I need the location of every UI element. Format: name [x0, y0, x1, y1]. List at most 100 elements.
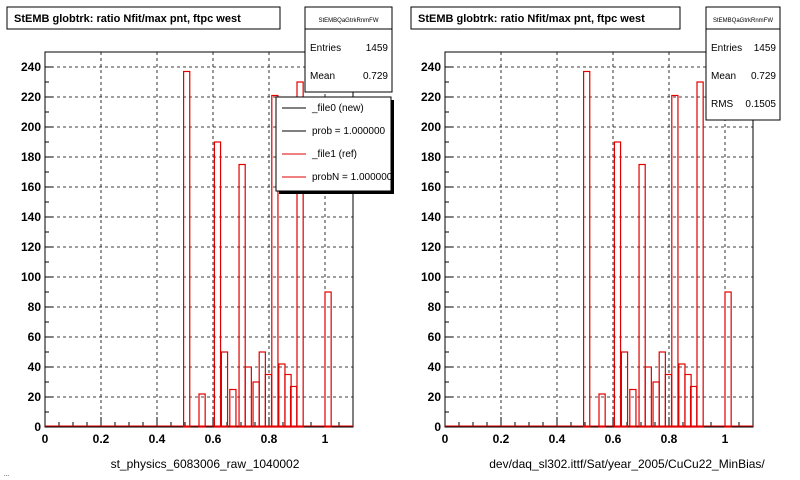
x-grid: [44, 52, 354, 427]
x-tick-label: 0.6: [205, 432, 222, 446]
y-grid: [45, 66, 353, 428]
histogram-bar: [671, 94, 679, 428]
x-tick-label: 1: [722, 432, 729, 446]
histogram-bar: [252, 381, 260, 428]
y-tick-label: 180: [21, 150, 41, 164]
y-tick-label: 60: [428, 330, 442, 344]
y-tick-label: 120: [21, 240, 41, 254]
histogram-bar: [244, 366, 252, 428]
y-tick-label: 100: [21, 270, 41, 284]
y-tick-label: 220: [421, 90, 441, 104]
histogram-panel-1: 0 20 40 60 80 100 120 140 160 180 200 220 240 0 0.2 0.4…: [6, 6, 394, 471]
y-tick-label: 40: [28, 360, 42, 374]
y-tick-label: 20: [28, 390, 42, 404]
legend: _file0 (new) prob = 1.000000 _file1 (ref) p…: [275, 96, 394, 194]
histogram-bar: [658, 351, 666, 428]
y-tick-label: 60: [28, 330, 42, 344]
histogram-bar: [258, 351, 266, 428]
legend-frame: [275, 96, 392, 192]
stats-value: 1459: [366, 43, 389, 54]
x-tick-label: 0.4: [149, 432, 166, 446]
y-tick-label: 140: [421, 210, 441, 224]
x-tick-label: 0.6: [605, 432, 622, 446]
histogram-bar: [213, 141, 222, 428]
histogram-bar: [183, 70, 191, 428]
x-tick-label: 0.4: [549, 432, 566, 446]
histogram-bar: [724, 291, 732, 428]
title-box: [6, 6, 281, 30]
y-tick-label: 100: [421, 270, 441, 284]
legend-entries: _file0 (new) prob = 1.000000 _file1 (ref) p…: [282, 103, 393, 183]
y-tick-label: 240: [421, 60, 441, 74]
stats-label: Entries: [310, 43, 341, 54]
histogram-bar: [638, 163, 646, 428]
histogram-bar: [220, 351, 229, 428]
y-tick-label: 0: [434, 420, 441, 434]
legend-label: _file0 (new): [311, 103, 364, 114]
histogram-bar: [264, 373, 273, 428]
histogram-panel-2: 0 20 40 60 80 100 120 140 160 180 200 220 240 0 0.2 0.4…: [410, 6, 781, 471]
histogram-bar: [271, 94, 279, 428]
x-tick-label: 0.8: [661, 432, 678, 446]
y-tick-label: 0: [34, 420, 41, 434]
stats-name: StEMBQaGtrkRnmFW: [318, 18, 378, 24]
y-tick-label: 160: [421, 180, 441, 194]
histogram-bar: [664, 373, 673, 428]
histogram-bar: [620, 351, 629, 428]
histogram-bar: [644, 366, 652, 428]
y-tick-label: 120: [421, 240, 441, 254]
y-tick-label: 80: [28, 300, 42, 314]
stats-box: StEMBQaGtrkRnmFW Entries 1459 Mean 0.729: [304, 6, 393, 93]
stats-value: 0.729: [363, 71, 388, 82]
y-tick-label: 200: [21, 120, 41, 134]
histogram-bar: [324, 291, 332, 428]
histogram-bar: [582, 70, 591, 428]
histogram-bar: [613, 141, 622, 428]
y-tick-label: 40: [428, 360, 442, 374]
stats-label: Mean: [711, 71, 736, 82]
plot-title: StEMB globtrk: ratio Nfit/max pnt, ftpc …: [418, 13, 645, 25]
y-tick-label: 180: [421, 150, 441, 164]
x-tick-label: 1: [322, 432, 329, 446]
x-axis-label: st_physics_6083006_raw_1040002: [111, 457, 300, 471]
y-tick-label: 160: [21, 180, 41, 194]
title-box: [410, 6, 681, 30]
stats-label: Mean: [310, 71, 335, 82]
legend-label: _file1 (ref): [311, 149, 357, 160]
stats-box: StEMBQaGtrkRnmFW Entries 1459 Mean 0.729 RMS 0…: [705, 6, 781, 121]
stats-value: 1459: [754, 43, 777, 54]
histogram-bar: [198, 393, 206, 428]
stats-label: RMS: [711, 99, 734, 110]
histogram-bars: [45, 70, 353, 428]
histogram-bar: [696, 81, 704, 428]
plot-title: StEMB globtrk: ratio Nfit/max pnt, ftpc …: [14, 13, 241, 25]
x-tick-label: 0: [442, 432, 449, 446]
x-axis-label: dev/daq_sl302.ittf/Sat/year_2005/CuCu22_…: [489, 457, 765, 471]
footer-text: ...: [4, 472, 9, 478]
histogram-bar: [238, 163, 246, 428]
y-tick-label: 20: [428, 390, 442, 404]
y-tick-label: 220: [21, 90, 41, 104]
legend-label: probN = 1.000000: [312, 172, 393, 183]
histogram-bar: [678, 363, 686, 428]
stats-name: StEMBQaGtrkRnmFW: [713, 18, 773, 24]
y-tick-label: 200: [421, 120, 441, 134]
stats-box-frame: [304, 6, 393, 93]
histogram-bar: [296, 81, 304, 428]
x-tick-label: 0.2: [493, 432, 510, 446]
legend-label: prob = 1.000000: [312, 126, 386, 137]
histogram-bar: [652, 381, 660, 428]
y-tick-label: 80: [428, 300, 442, 314]
histogram-bar: [229, 388, 237, 428]
histogram-bars: [445, 70, 753, 428]
x-tick-label: 0.2: [93, 432, 110, 446]
stats-box-frame: [705, 6, 781, 121]
stats-label: Entries: [711, 43, 742, 54]
histogram-bar: [598, 393, 606, 428]
stats-value: 0.1505: [745, 99, 776, 110]
stats-value: 0.729: [751, 71, 776, 82]
x-tick-label: 0: [42, 432, 49, 446]
x-tick-label: 0.8: [261, 432, 278, 446]
